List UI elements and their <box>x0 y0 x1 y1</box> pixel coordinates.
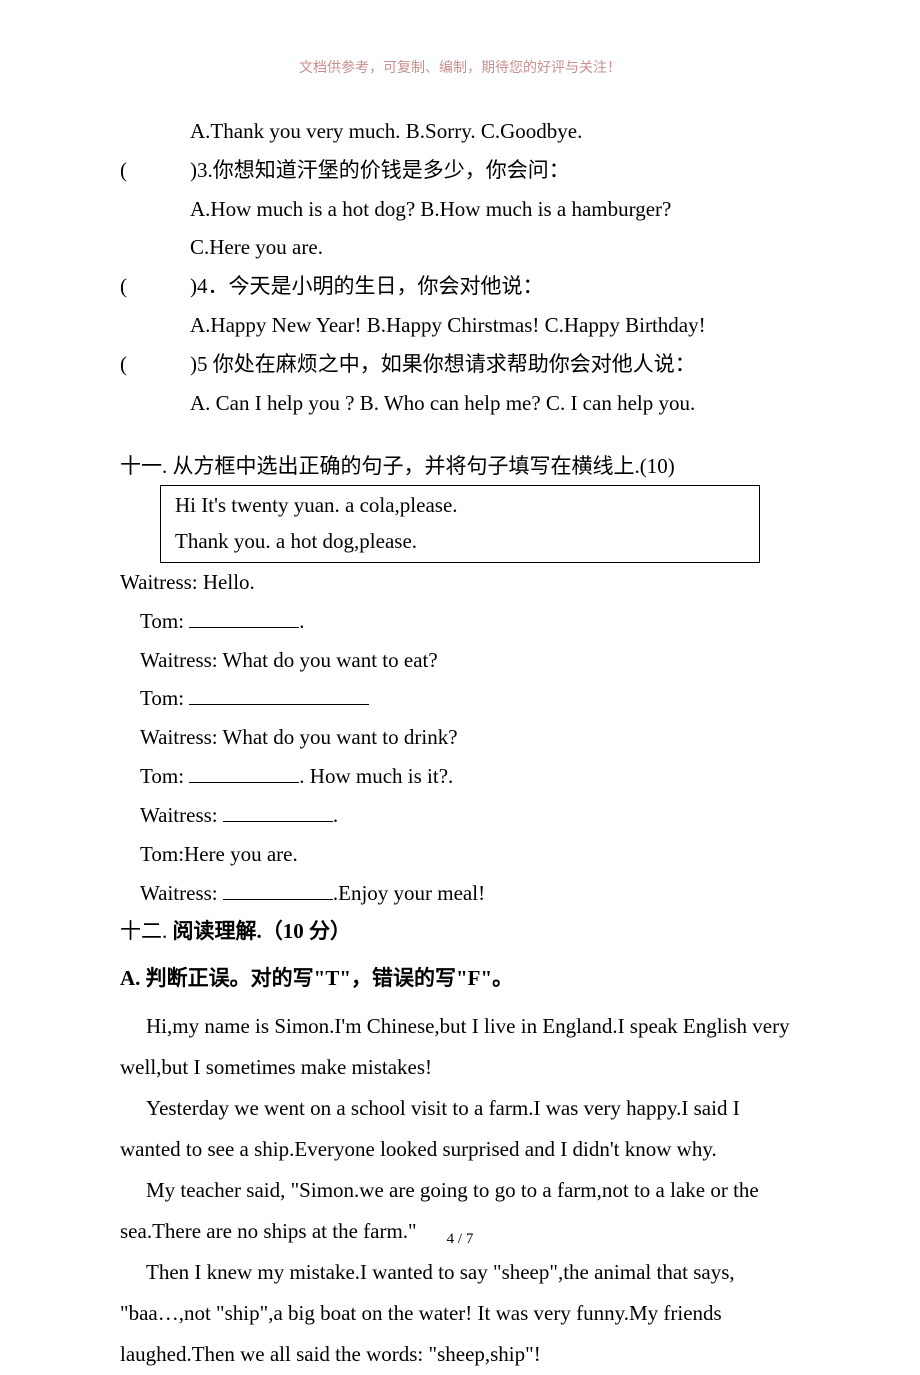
blank <box>189 763 299 783</box>
s12-text: 阅读理解.（10 分） <box>167 919 351 943</box>
s12-num: 十二. <box>120 919 167 943</box>
d7-prefix: Waitress: <box>140 803 223 827</box>
q4-paren: ( <box>120 267 190 306</box>
dialog-line-5: Waitress: What do you want to drink? <box>120 718 800 757</box>
dialog-line-3: Waitress: What do you want to eat? <box>120 641 800 680</box>
q5-opts: A. Can I help you ? B. Who can help me? … <box>120 384 800 423</box>
box-line-2: Thank you. a hot dog,please. <box>175 524 745 560</box>
blank <box>223 802 333 822</box>
d2-prefix: Tom: <box>140 609 189 633</box>
page-footer: 4 / 7 <box>0 1226 920 1254</box>
q2-options: A.Thank you very much. B.Sorry. C.Goodby… <box>120 112 800 151</box>
choice-box: Hi It's twenty yuan. a cola,please. Than… <box>160 485 760 562</box>
q3-opt-ab: A.How much is a hot dog? B.How much is a… <box>120 190 800 229</box>
section-11-title: 十一. 从方框中选出正确的句子，并将句子填写在横线上.(10) <box>120 447 800 486</box>
dialog-line-2: Tom: . <box>120 602 800 641</box>
dialog-line-4: Tom: <box>120 679 800 718</box>
q4-prompt: )4．今天是小明的生日，你会对他说： <box>190 267 544 306</box>
q5-paren: ( <box>120 345 190 384</box>
q3: ( )3.你想知道汗堡的价钱是多少，你会问： <box>120 151 800 190</box>
blank <box>189 686 369 706</box>
passage-p4: Then I knew my mistake.I wanted to say "… <box>120 1252 800 1375</box>
section-12-title: 十二. 阅读理解.（10 分） <box>120 912 800 951</box>
section-12-sub: A. 判断正误。对的写"T"，错误的写"F"。 <box>120 959 800 998</box>
q5-prompt: )5 你处在麻烦之中，如果你想请求帮助你会对他人说： <box>190 345 696 384</box>
q3-opt-c: C.Here you are. <box>120 228 800 267</box>
q4-opts: A.Happy New Year! B.Happy Chirstmas! C.H… <box>120 306 800 345</box>
d4-prefix: Tom: <box>140 686 189 710</box>
passage-p1: Hi,my name is Simon.I'm Chinese,but I li… <box>120 1006 800 1088</box>
q3-prompt: )3.你想知道汗堡的价钱是多少，你会问： <box>190 151 570 190</box>
box-line-1: Hi It's twenty yuan. a cola,please. <box>175 488 745 524</box>
q3-paren: ( <box>120 151 190 190</box>
blank <box>223 880 333 900</box>
spacer <box>120 433 800 447</box>
d6-prefix: Tom: <box>140 764 189 788</box>
dialog-line-6: Tom: . How much is it?. <box>120 757 800 796</box>
dialog-line-9: Waitress: .Enjoy your meal! <box>120 874 800 913</box>
d2-suffix: . <box>299 609 304 633</box>
d9-suffix: .Enjoy your meal! <box>333 881 485 905</box>
passage-p2: Yesterday we went on a school visit to a… <box>120 1088 800 1170</box>
dialog-line-8: Tom:Here you are. <box>120 835 800 874</box>
dialog-line-7: Waitress: . <box>120 796 800 835</box>
q5: ( )5 你处在麻烦之中，如果你想请求帮助你会对他人说： <box>120 345 800 384</box>
d7-suffix: . <box>333 803 338 827</box>
dialog-line-1: Waitress: Hello. <box>120 563 800 602</box>
q4: ( )4．今天是小明的生日，你会对他说： <box>120 267 800 306</box>
d9-prefix: Waitress: <box>140 881 223 905</box>
d6-suffix: . How much is it?. <box>299 764 453 788</box>
page-header: 文档供参考，可复制、编制，期待您的好评与关注！ <box>120 56 800 82</box>
blank <box>189 608 299 628</box>
